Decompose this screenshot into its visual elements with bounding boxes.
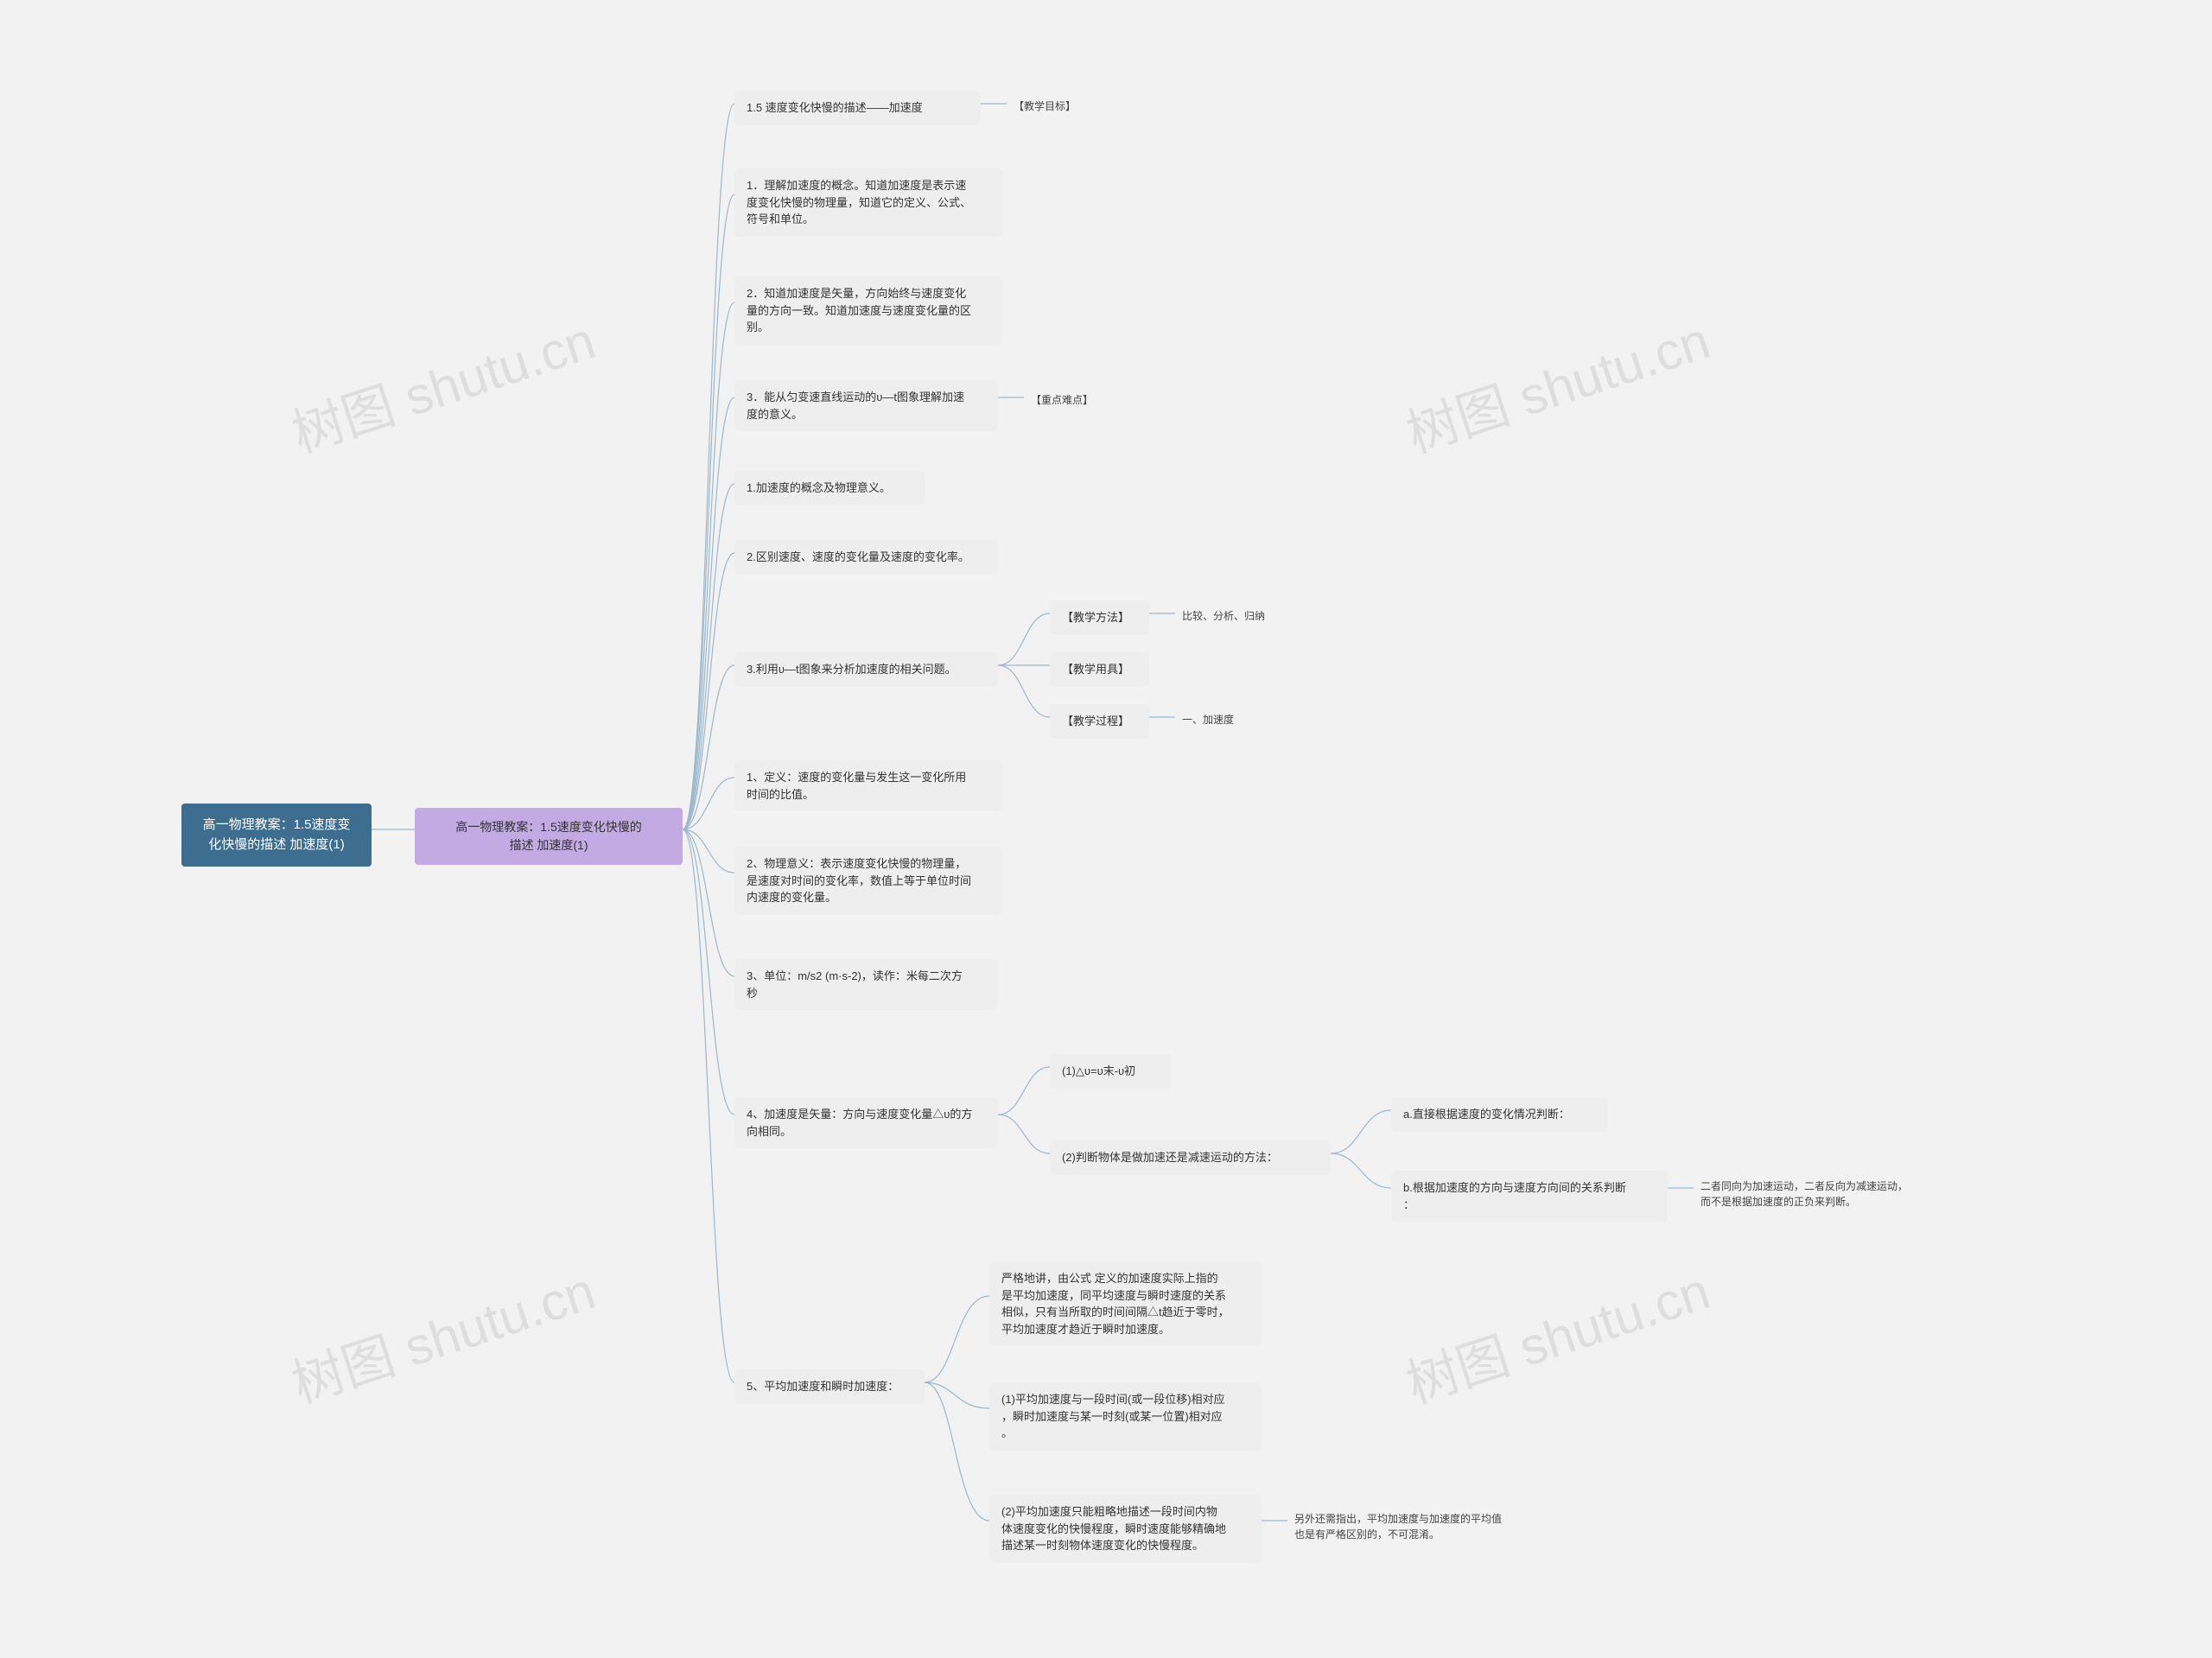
n11-child[interactable]: (1)△υ=υ末-υ初 (1050, 1054, 1171, 1089)
n7-child[interactable]: 【教学过程】 (1050, 704, 1149, 739)
n7-child[interactable]: 【教学用具】 (1050, 652, 1149, 687)
level2-node[interactable]: 2、物理意义：表示速度变化快慢的物理量，是速度对时间的变化率，数值上等于单位时间… (734, 847, 1002, 915)
level2-side: 【重点难点】 (1024, 389, 1100, 411)
n11b-child[interactable]: a.直接根据速度的变化情况判断： (1391, 1097, 1607, 1132)
watermark: 树图 shutu.cn (281, 299, 603, 467)
n12-child[interactable]: (2)平均加速度只能粗略地描述一段时间内物体速度变化的快慢程度，瞬时速度能够精确… (989, 1495, 1262, 1563)
level2-side: 【教学目标】 (1007, 95, 1083, 118)
watermark: 树图 shutu.cn (1395, 299, 1718, 467)
level2-node[interactable]: 1．理解加速度的概念。知道加速度是表示速度变化快慢的物理量，知道它的定义、公式、… (734, 168, 1002, 237)
n11-child[interactable]: (2)判断物体是做加速还是减速运动的方法： (1050, 1140, 1331, 1175)
sub1-node[interactable]: 高一物理教案：1.5速度变化快慢的描述 加速度(1) (415, 808, 683, 865)
level2-node[interactable]: 3、单位：m/s2 (m·s-2)，读作：米每二次方秒 (734, 959, 998, 1010)
level2-node[interactable]: 1.加速度的概念及物理意义。 (734, 471, 925, 505)
level2-node[interactable]: 4、加速度是矢量：方向与速度变化量△υ的方向相同。 (734, 1097, 998, 1148)
level2-node[interactable]: 2.区别速度、速度的变化量及速度的变化率。 (734, 540, 998, 575)
n12-child[interactable]: (1)平均加速度与一段时间(或一段位移)相对应，瞬时加速度与某一时刻(或某一位置… (989, 1382, 1262, 1451)
n7-child[interactable]: 【教学方法】 (1050, 600, 1149, 635)
root-node[interactable]: 高一物理教案：1.5速度变化快慢的描述 加速度(1) (181, 804, 372, 867)
level2-node[interactable]: 5、平均加速度和瞬时加速度： (734, 1369, 925, 1404)
n11b-child-side: 二者同向为加速运动，二者反向为减速运动，而不是根据加速度的正负来判断。 (1694, 1175, 1970, 1213)
level2-node[interactable]: 1.5 速度变化快慢的描述——加速度 (734, 91, 981, 125)
n12-child-side: 另外还需指出，平均加速度与加速度的平均值也是有严格区别的，不可混淆。 (1287, 1508, 1564, 1546)
n11b-child[interactable]: b.根据加速度的方向与速度方向间的关系判断： (1391, 1171, 1668, 1222)
level2-node[interactable]: 1、定义：速度的变化量与发生这一变化所用时间的比值。 (734, 760, 1002, 811)
n7-child-side: 一、加速度 (1175, 708, 1241, 731)
n12-child[interactable]: 严格地讲，由公式 定义的加速度实际上指的是平均加速度，同平均速度与瞬时速度的关系… (989, 1261, 1262, 1346)
level2-node[interactable]: 3．能从匀变速直线运动的υ—t图象理解加速度的意义。 (734, 380, 998, 431)
watermark: 树图 shutu.cn (281, 1249, 603, 1418)
watermark: 树图 shutu.cn (1395, 1249, 1718, 1418)
level2-node[interactable]: 3.利用υ—t图象来分析加速度的相关问题。 (734, 652, 998, 687)
level2-node[interactable]: 2．知道加速度是矢量，方向始终与速度变化量的方向一致。知道加速度与速度变化量的区… (734, 276, 1002, 345)
n7-child-side: 比较、分析、归纳 (1175, 605, 1272, 627)
mindmap-canvas: 树图 shutu.cn 树图 shutu.cn 树图 shutu.cn 树图 s… (0, 0, 2212, 1658)
